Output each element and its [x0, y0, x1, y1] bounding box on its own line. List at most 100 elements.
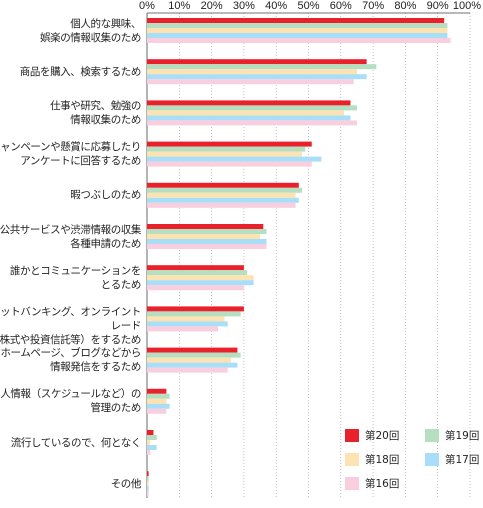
bar: [147, 388, 167, 394]
bar: [147, 197, 299, 203]
bar: [147, 110, 345, 116]
bar: [147, 347, 238, 353]
bar: [147, 161, 312, 167]
x-tick-label: 10%: [168, 0, 191, 12]
x-tick-label: 70%: [362, 0, 385, 12]
bar: [147, 182, 299, 188]
category-label: 公共サービスや渋滞情報の収集 各種申請のため: [0, 223, 141, 250]
legend-item: 第17回: [425, 452, 479, 467]
bar: [147, 367, 228, 373]
legend: 第20回 第19回第18回 第17回第16回: [340, 428, 480, 498]
x-tick-label: 60%: [329, 0, 352, 12]
category-label: キャンペーンや懸賞に応募したり アンケートに回答するため: [0, 141, 141, 168]
bar: [147, 23, 448, 28]
bar: [147, 481, 149, 487]
legend-swatch: [345, 429, 359, 442]
bar: [147, 115, 351, 121]
category-label: その他: [110, 477, 142, 490]
category-label: 個人的な興味、 娯楽の情報収集のため: [40, 17, 141, 44]
bar: [147, 403, 170, 409]
bar: [147, 450, 151, 455]
category-label: 個人情報（スケジュールなど）の 管理のため: [0, 388, 141, 415]
bar: [147, 234, 261, 239]
bar: [147, 270, 248, 276]
bar: [147, 491, 149, 497]
bar: [147, 79, 354, 85]
x-tick-label: 90%: [426, 0, 449, 12]
bar: [147, 435, 157, 440]
bar: [147, 105, 357, 111]
legend-swatch: [425, 429, 439, 442]
bar: [147, 146, 306, 152]
bar: [147, 486, 149, 492]
category-label: 流行しているので、何となく: [10, 436, 142, 449]
bar: [147, 440, 151, 445]
bar: [147, 100, 351, 106]
legend-item: 第20回: [345, 428, 399, 443]
bar: [147, 229, 267, 234]
bar: [147, 156, 322, 162]
bar: [147, 244, 267, 249]
legend-label: 第19回: [445, 430, 480, 442]
bar: [147, 239, 267, 244]
bar: [147, 265, 244, 271]
legend-label: 第20回: [365, 430, 400, 442]
bar: [147, 408, 167, 414]
bar: [147, 202, 296, 208]
bar: [147, 224, 264, 229]
bar: [147, 393, 170, 399]
bar: [147, 192, 296, 198]
legend-swatch: [345, 453, 359, 466]
category-label: 誰かとコミュニケーションを とるため: [9, 264, 141, 291]
bar: [147, 285, 244, 291]
x-tick-label: 30%: [232, 0, 255, 12]
legend-label: 第17回: [445, 454, 480, 466]
bar: [147, 151, 303, 157]
bar: [147, 275, 254, 281]
bar: [147, 187, 303, 193]
bar: [147, 430, 154, 435]
bar: [147, 357, 231, 363]
bar: [147, 28, 448, 33]
bar: [147, 38, 451, 43]
bar: [147, 362, 238, 368]
bar: [147, 69, 357, 75]
bar: [147, 316, 225, 322]
x-tick-label: 50%: [297, 0, 320, 12]
category-label: ホームページ、ブログなどから 情報発信をするため: [0, 347, 141, 374]
x-tick-label: 40%: [265, 0, 288, 12]
bar: [147, 445, 157, 450]
category-label: ネットバンキング、オンライントレード （株式や投資信託等）をするため: [0, 305, 141, 346]
x-tick-label: 0%: [139, 0, 155, 12]
bar: [147, 120, 357, 126]
category-label: 商品を購入、検索するため: [19, 65, 142, 78]
bar: [147, 64, 377, 70]
bar: [147, 398, 167, 404]
legend-label: 第18回: [365, 454, 400, 466]
bar: [147, 476, 149, 482]
x-tick-label: 80%: [394, 0, 417, 12]
bar: [147, 471, 149, 477]
bar: [147, 326, 219, 332]
x-tick-label: 100%: [452, 0, 482, 12]
bar: [147, 311, 241, 317]
bar: [147, 280, 254, 286]
bar: [147, 321, 228, 327]
category-label: 仕事や研究、勉強の 情報収集のため: [50, 99, 141, 126]
bar: [147, 306, 244, 312]
legend-item: 第19回: [425, 428, 479, 443]
bar: [147, 352, 241, 358]
legend-swatch: [345, 477, 359, 490]
legend-item: 第16回: [345, 476, 399, 491]
x-tick-label: 20%: [200, 0, 223, 12]
bar: [147, 59, 367, 65]
bar: [147, 74, 367, 80]
category-label: 暇つぶしのため: [70, 189, 141, 202]
legend-item: 第18回: [345, 452, 399, 467]
bar: [147, 33, 448, 38]
bar: [147, 18, 445, 23]
bar: [147, 141, 312, 147]
legend-swatch: [425, 453, 439, 466]
